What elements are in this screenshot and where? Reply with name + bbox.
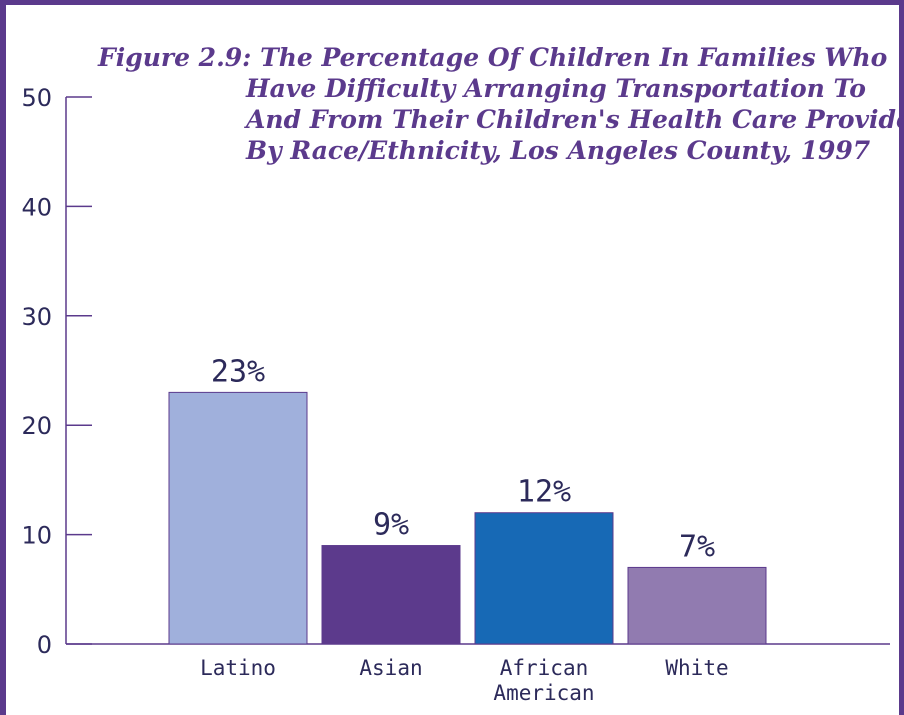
data-labels: 23% 9% 12% 7% [211,354,715,564]
category-label: American [493,681,594,705]
bars [168,391,767,645]
y-tick-label: 20 [21,412,52,440]
chart-title-line-2: Have Difficulty Arranging Transportation… [246,74,866,103]
chart-title-line-1: Figure 2.9: The Percentage Of Children I… [98,43,888,72]
data-label: 7% [679,529,715,564]
bar [321,545,461,645]
y-tick-label: 0 [37,631,52,659]
category-label: Asian [359,656,422,680]
data-label: 23% [211,354,265,389]
y-tick-label: 10 [21,522,52,550]
chart-title-line-4: By Race/Ethnicity, Los Angeles County, 1… [246,136,871,165]
y-axis: 0 10 20 30 40 50 [21,84,92,659]
bar [474,512,614,645]
y-tick-label: 30 [21,303,52,331]
category-label: African [500,656,589,680]
category-label: Latino [200,656,276,680]
category-label: White [665,656,728,680]
y-tick-label: 40 [21,193,52,221]
bar [168,391,308,645]
data-label: 9% [373,508,409,543]
data-label: 12% [517,475,571,510]
chart-title-line-3: And From Their Children's Health Care Pr… [246,105,904,134]
y-tick-label: 50 [21,84,52,112]
chart-title: Figure 2.9: The Percentage Of Children I… [98,42,904,166]
bar [627,566,767,645]
